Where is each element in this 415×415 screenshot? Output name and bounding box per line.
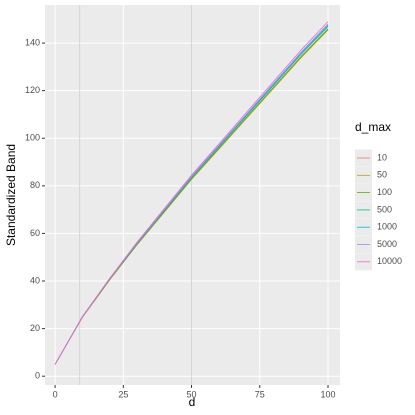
y-tick-label: 80 bbox=[30, 180, 40, 190]
legend-label: 50 bbox=[377, 170, 387, 180]
x-tick-label: 25 bbox=[118, 389, 128, 399]
y-tick-label: 0 bbox=[35, 371, 40, 381]
legend-label: 5000 bbox=[377, 239, 397, 249]
legend-label: 100 bbox=[377, 187, 392, 197]
legend-label: 1000 bbox=[377, 222, 397, 232]
legend-label: 10 bbox=[377, 152, 387, 162]
y-tick-label: 100 bbox=[25, 133, 40, 143]
x-axis-label: d bbox=[189, 395, 196, 409]
legend-title: d_max bbox=[355, 120, 391, 134]
y-tick-label: 140 bbox=[25, 37, 40, 47]
y-axis-label: Standardized Band bbox=[4, 144, 18, 246]
y-tick-label: 20 bbox=[30, 323, 40, 333]
series-line bbox=[54, 21, 329, 365]
y-tick-label: 120 bbox=[25, 85, 40, 95]
x-tick-label: 100 bbox=[320, 389, 335, 399]
x-tick-label: 75 bbox=[255, 389, 265, 399]
legend-label: 10000 bbox=[377, 256, 402, 266]
x-tick-label: 50 bbox=[187, 389, 197, 399]
y-tick-label: 40 bbox=[30, 275, 40, 285]
legend-label: 500 bbox=[377, 204, 392, 214]
y-tick-label: 60 bbox=[30, 228, 40, 238]
x-tick-label: 0 bbox=[53, 389, 58, 399]
